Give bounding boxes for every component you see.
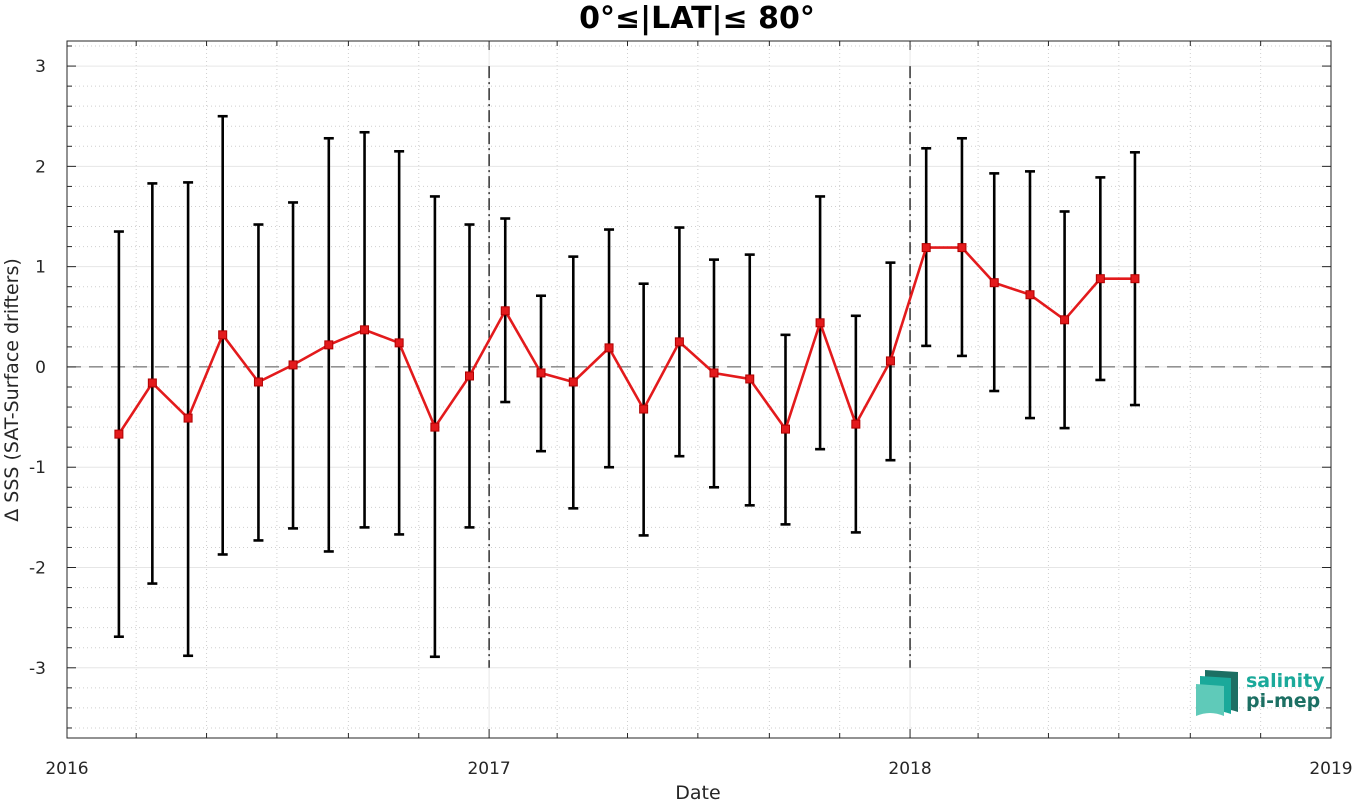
data-point-marker — [324, 340, 334, 350]
data-point-marker — [1060, 315, 1070, 325]
data-point-marker — [921, 243, 931, 253]
salinity-pi-mep-logo: salinity pi-mep — [1196, 670, 1325, 716]
data-point-marker — [394, 338, 404, 348]
logo-line-2: pi-mep — [1246, 690, 1320, 712]
data-point-marker — [1130, 274, 1140, 284]
logo-line-1: salinity — [1246, 670, 1325, 692]
tick-labels: 3 2 1 0 -1 -2 -3 2016 2017 2018 2019 — [29, 57, 1353, 779]
data-point-marker — [989, 278, 999, 288]
data-point-marker — [430, 422, 440, 432]
x-tick-label: 2018 — [888, 759, 931, 779]
data-point-marker — [957, 243, 967, 253]
y-tick-label: 2 — [35, 157, 46, 177]
series-line — [117, 246, 1135, 435]
data-point-marker — [568, 377, 578, 387]
axes — [66, 40, 1332, 739]
data-point-marker — [639, 404, 649, 414]
wave-layers-icon — [1196, 670, 1238, 716]
data-point-marker — [674, 337, 684, 347]
y-axis-label: Δ SSS (SAT-Surface drifters) — [1, 258, 23, 522]
x-tick-label: 2019 — [1309, 759, 1352, 779]
y-tick-label: -3 — [29, 659, 46, 679]
data-point-marker — [288, 360, 298, 370]
y-tick-label: 0 — [35, 358, 46, 378]
data-point-marker — [464, 371, 474, 381]
data-point-marker — [183, 413, 193, 423]
data-point-marker — [709, 368, 719, 378]
data-point-marker — [253, 377, 263, 387]
data-point-marker — [780, 424, 790, 434]
x-axis-label: Date — [675, 782, 720, 801]
x-tick-label: 2017 — [467, 759, 510, 779]
data-point-marker — [500, 306, 510, 316]
series-layer — [114, 243, 1140, 439]
reference-lines — [67, 66, 1331, 668]
minor-grid — [67, 41, 1331, 738]
chart-title: 0°≤|LAT|≤ 80° — [579, 1, 815, 36]
data-point-marker — [885, 356, 895, 366]
y-tick-label: 3 — [35, 57, 46, 77]
data-point-marker — [1095, 274, 1105, 284]
y-tick-label: -1 — [29, 458, 46, 478]
data-point-marker — [851, 419, 861, 429]
x-tick-label: 2016 — [45, 759, 88, 779]
data-point-marker — [815, 318, 825, 328]
data-point-marker — [360, 325, 370, 335]
data-point-marker — [218, 330, 228, 340]
data-point-marker — [604, 343, 614, 353]
data-point-marker — [114, 429, 124, 439]
data-point-marker — [536, 368, 546, 378]
y-tick-label: 1 — [35, 258, 46, 278]
data-point-marker — [147, 378, 157, 388]
plot-frame — [66, 40, 1332, 739]
data-point-marker — [1025, 290, 1035, 300]
y-tick-label: -2 — [29, 559, 46, 579]
data-point-marker — [745, 374, 755, 384]
